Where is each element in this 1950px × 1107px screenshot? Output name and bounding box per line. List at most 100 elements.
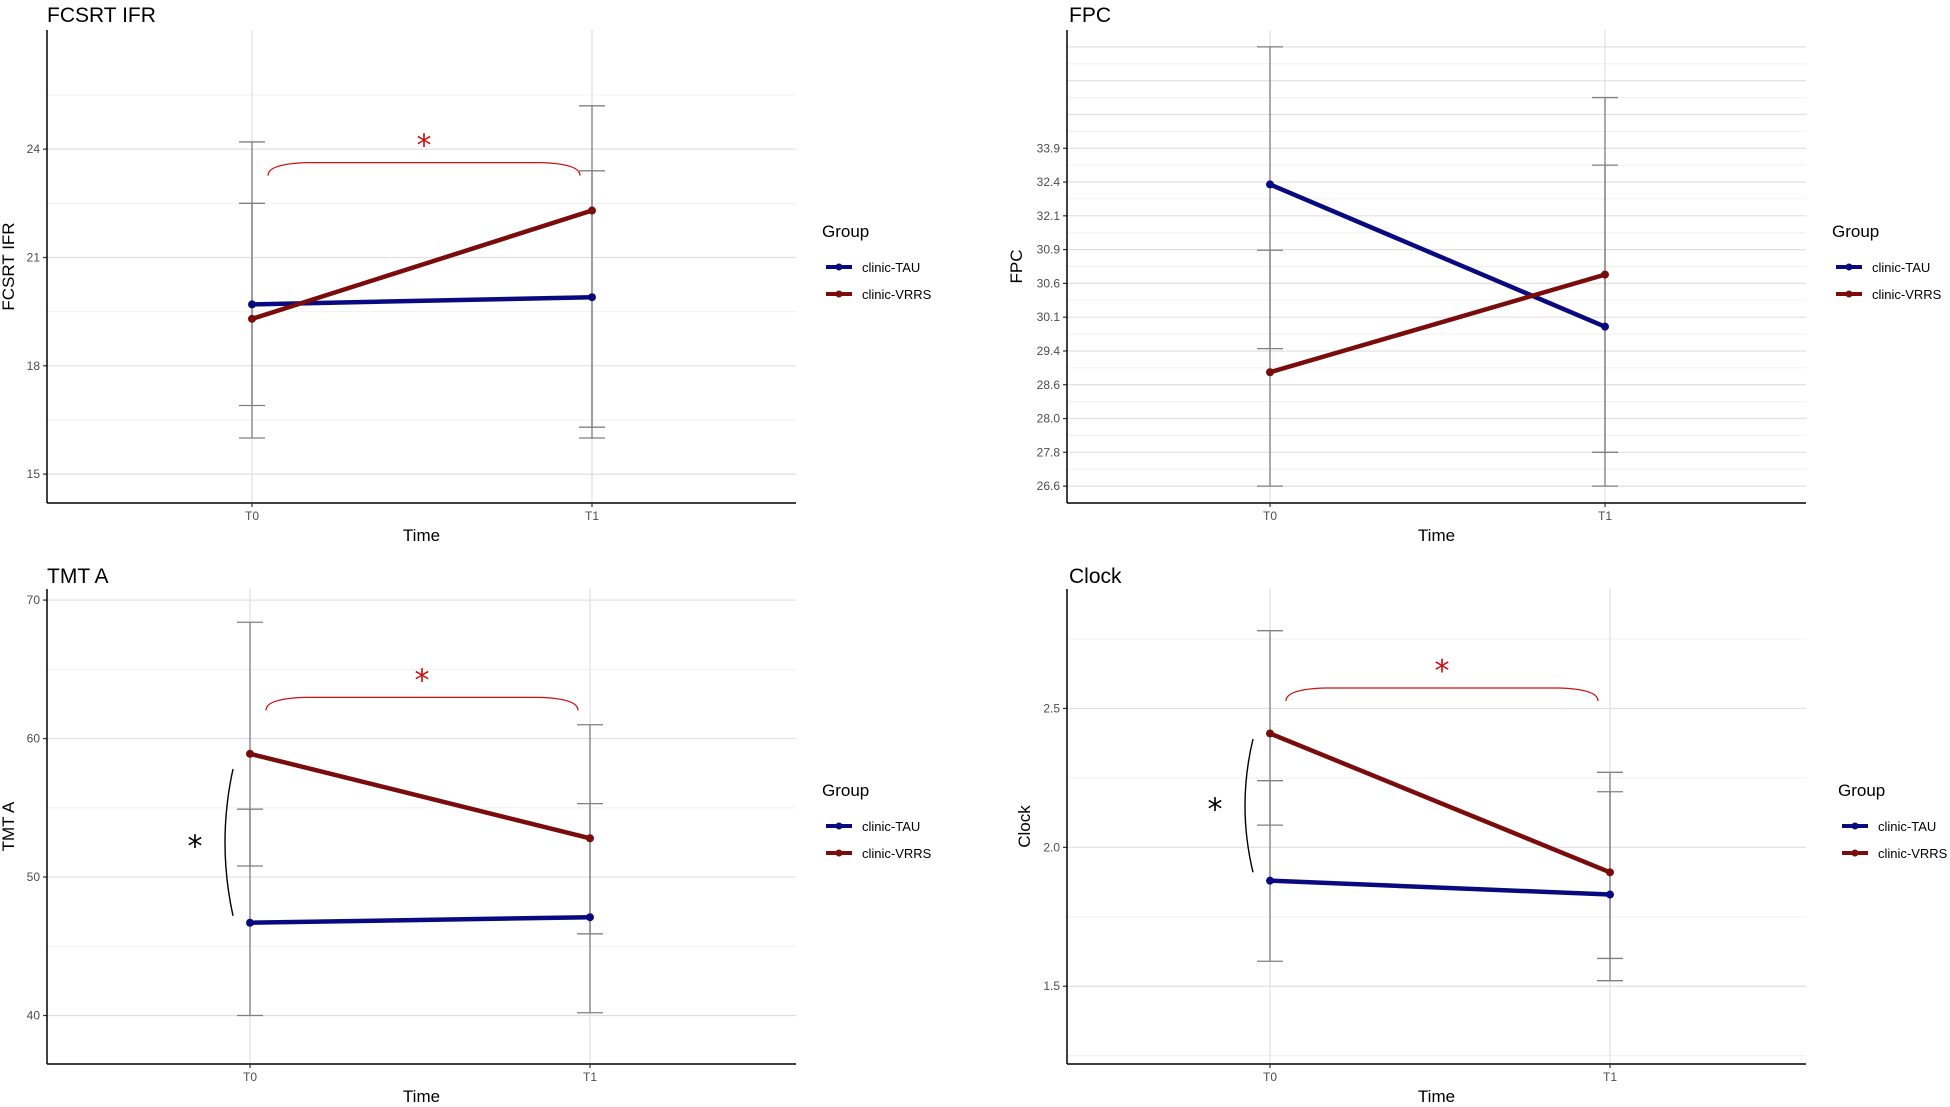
significance-bracket <box>1285 687 1599 702</box>
data-point-clinic-TAU <box>248 300 256 309</box>
error-bar <box>239 141 265 439</box>
data-point-clinic-TAU <box>1601 322 1609 331</box>
legend-swatch-point <box>1851 822 1859 830</box>
y-axis-title: FCSRT IFR <box>0 222 18 310</box>
error-bar <box>577 724 603 935</box>
legend-title: Group <box>1838 781 1885 800</box>
series-line-clinic-VRRS <box>247 751 593 841</box>
x-tick-label: T0 <box>245 509 259 523</box>
y-tick-label: 30.6 <box>1037 276 1061 290</box>
x-tick-label: T1 <box>1603 1070 1617 1084</box>
data-point-clinic-VRRS <box>248 314 256 323</box>
data-point-clinic-VRRS <box>1266 729 1274 738</box>
y-tick-label: 2.0 <box>1043 840 1060 854</box>
series-line-clinic-TAU <box>1267 878 1613 897</box>
series-line-clinic-VRRS <box>1267 272 1608 375</box>
data-point-clinic-VRRS <box>586 834 594 843</box>
y-tick-label: 18 <box>27 359 41 373</box>
x-axis-title: Time <box>1418 1087 1455 1106</box>
data-point-clinic-VRRS <box>246 749 254 758</box>
x-tick-label: T1 <box>583 1070 597 1084</box>
legend-swatch-point <box>1845 263 1853 271</box>
y-tick-label: 30.1 <box>1037 310 1061 324</box>
x-tick-label: T0 <box>243 1070 257 1084</box>
legend-swatch-point <box>835 290 843 298</box>
significance-star-vertical: * <box>188 829 203 864</box>
significance-star: * <box>415 663 430 698</box>
legend-swatch-point <box>835 849 843 857</box>
legend: Group clinic-TAU clinic-VRRS <box>822 781 932 861</box>
legend-label-clinic-TAU: clinic-TAU <box>1872 260 1930 275</box>
legend: Group clinic-TAU clinic-VRRS <box>822 222 932 302</box>
legend: Group clinic-TAU clinic-VRRS <box>1832 222 1942 302</box>
data-point-clinic-TAU <box>1606 890 1614 899</box>
panel-title: FPC <box>1069 4 1111 27</box>
x-tick-label: T1 <box>585 509 599 523</box>
y-tick-label: 40 <box>27 1009 41 1023</box>
y-tick-label: 70 <box>27 593 41 607</box>
y-tick-label: 30.9 <box>1037 243 1061 257</box>
data-point-clinic-TAU <box>246 918 254 927</box>
y-tick-label: 21 <box>27 250 41 264</box>
legend-label-clinic-TAU: clinic-TAU <box>862 819 920 834</box>
legend-label-clinic-VRRS: clinic-VRRS <box>862 846 932 861</box>
legend-title: Group <box>822 781 869 800</box>
significance-bracket <box>267 161 581 176</box>
y-tick-label: 24 <box>27 142 41 156</box>
y-tick-label: 1.5 <box>1043 979 1060 993</box>
data-point-clinic-VRRS <box>588 206 596 215</box>
legend-swatch-point <box>835 263 843 271</box>
y-axis-title: TMT A <box>0 801 18 851</box>
legend-swatch-point <box>835 822 843 830</box>
significance-star-vertical: * <box>1208 793 1223 828</box>
error-bar <box>1597 771 1623 960</box>
y-tick-label: 32.4 <box>1037 175 1061 189</box>
series-line-clinic-TAU <box>249 294 595 307</box>
legend-title: Group <box>822 222 869 241</box>
panel-fpc: 26.6 27.8 28.0 28.6 29.4 30.1 30.6 30.9 32.1 32.4… <box>1007 4 1942 545</box>
legend-swatch-point <box>1851 849 1859 857</box>
x-axis-title: Time <box>1418 526 1455 545</box>
x-tick-label: T0 <box>1263 509 1277 523</box>
panel-title: FCSRT IFR <box>47 4 156 27</box>
data-point-clinic-VRRS <box>1601 270 1609 279</box>
data-point-clinic-TAU <box>588 293 596 302</box>
data-point-clinic-TAU <box>586 913 594 922</box>
y-axis-title: FPC <box>1007 250 1026 284</box>
legend-title: Group <box>1832 222 1879 241</box>
y-tick-label: 32.1 <box>1037 209 1061 223</box>
y-tick-label: 28.6 <box>1037 378 1061 392</box>
y-tick-label: 33.9 <box>1037 141 1061 155</box>
y-tick-label: 2.5 <box>1043 701 1060 715</box>
y-tick-label: 60 <box>27 732 41 746</box>
error-bar <box>1257 249 1283 487</box>
x-axis-title: Time <box>403 1087 440 1106</box>
significance-bracket-vertical <box>224 768 234 916</box>
data-point-clinic-TAU <box>1266 876 1274 885</box>
series-line-clinic-TAU <box>1267 182 1608 329</box>
y-axis-title: Clock <box>1015 805 1034 848</box>
error-bar <box>579 105 605 439</box>
x-tick-label: T1 <box>1598 509 1612 523</box>
legend-label-clinic-VRRS: clinic-VRRS <box>1878 846 1948 861</box>
significance-star: * <box>1435 654 1450 689</box>
data-point-clinic-VRRS <box>1606 868 1614 877</box>
y-tick-label: 26.6 <box>1037 479 1061 493</box>
panel-fcsrt-ifr: 15 18 21 24 T0 T1 Time FCSRT IFR FCSRT IFR * Group… <box>0 4 932 545</box>
panel-title: Clock <box>1069 565 1122 588</box>
series-line-clinic-VRRS <box>249 208 595 322</box>
error-bar <box>1257 630 1283 826</box>
panel-title: TMT A <box>47 565 108 588</box>
significance-bracket <box>265 696 579 711</box>
legend-label-clinic-TAU: clinic-TAU <box>1878 819 1936 834</box>
y-tick-label: 15 <box>27 467 41 481</box>
x-axis-title: Time <box>403 526 440 545</box>
series-line-clinic-VRRS <box>1267 731 1613 875</box>
data-point-clinic-TAU <box>1266 180 1274 189</box>
significance-star: * <box>417 129 432 164</box>
y-tick-label: 50 <box>27 870 41 884</box>
y-tick-label: 27.8 <box>1037 445 1061 459</box>
legend-label-clinic-VRRS: clinic-VRRS <box>862 287 932 302</box>
legend-label-clinic-VRRS: clinic-VRRS <box>1872 287 1942 302</box>
